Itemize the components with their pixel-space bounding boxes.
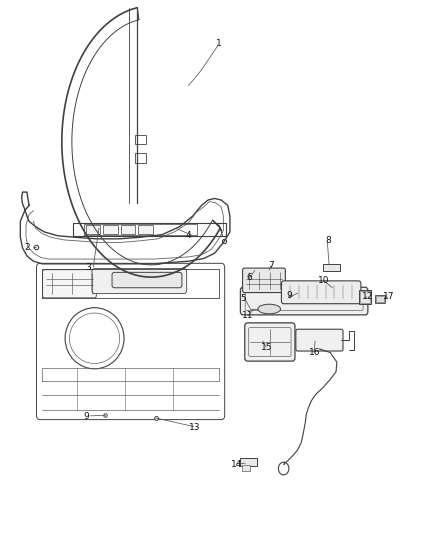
Bar — [135, 154, 146, 163]
Bar — [376, 296, 384, 302]
Bar — [359, 290, 371, 304]
FancyBboxPatch shape — [245, 323, 295, 361]
Bar — [323, 264, 339, 271]
Text: 8: 8 — [325, 237, 331, 246]
Bar — [360, 292, 370, 303]
Text: 4: 4 — [186, 231, 191, 240]
Bar — [135, 135, 146, 144]
Bar — [240, 458, 257, 466]
Ellipse shape — [258, 304, 281, 314]
Text: 5: 5 — [240, 294, 246, 303]
Text: 2: 2 — [24, 244, 30, 253]
Text: 1: 1 — [216, 39, 222, 48]
FancyBboxPatch shape — [282, 281, 361, 304]
Bar — [138, 224, 152, 234]
Text: 9: 9 — [83, 412, 89, 421]
Bar — [242, 465, 250, 471]
Text: 16: 16 — [309, 348, 321, 357]
FancyBboxPatch shape — [240, 287, 368, 315]
Bar — [121, 224, 135, 234]
Text: 10: 10 — [318, 276, 329, 285]
Text: 15: 15 — [261, 343, 273, 352]
FancyBboxPatch shape — [296, 329, 343, 351]
Text: 9: 9 — [286, 291, 292, 300]
FancyBboxPatch shape — [243, 268, 286, 293]
Text: 3: 3 — [85, 263, 91, 272]
Bar — [375, 295, 385, 303]
Text: 12: 12 — [362, 292, 373, 301]
Bar — [103, 224, 118, 234]
FancyBboxPatch shape — [92, 269, 187, 294]
Text: 11: 11 — [242, 311, 253, 320]
Text: 7: 7 — [268, 261, 274, 270]
Text: 17: 17 — [383, 292, 394, 301]
Text: 14: 14 — [231, 460, 242, 469]
Bar — [86, 224, 100, 234]
Text: 6: 6 — [247, 273, 252, 281]
FancyBboxPatch shape — [42, 270, 96, 298]
FancyBboxPatch shape — [112, 272, 182, 288]
Text: 13: 13 — [189, 423, 201, 432]
